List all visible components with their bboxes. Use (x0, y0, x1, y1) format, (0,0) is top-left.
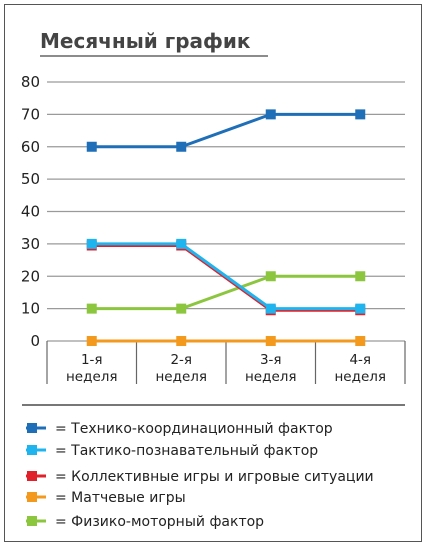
data-point (176, 336, 187, 346)
x-tick-label: неделя (245, 369, 297, 385)
legend-marker (27, 423, 37, 433)
legend-label: = Матчевые игры (55, 490, 186, 506)
y-tick-label: 50 (21, 170, 40, 188)
legend: = Технико-координационный фактор = Тактик… (26, 421, 374, 530)
data-point (265, 336, 276, 346)
y-tick-label: 10 (21, 300, 40, 318)
series-group (86, 109, 366, 346)
data-point (355, 271, 366, 282)
data-point (86, 303, 97, 314)
x-tick-label: 2-я (170, 352, 192, 368)
legend-marker (27, 492, 37, 502)
data-point (86, 141, 97, 152)
x-tick-label: неделя (334, 369, 386, 385)
x-tick-label: неделя (155, 369, 207, 385)
x-tick-label: 4-я (349, 352, 371, 368)
x-tick-label: 1-я (81, 352, 103, 368)
y-tick-label: 70 (21, 105, 40, 123)
legend-label: = Технико-координационный фактор (55, 421, 333, 437)
y-tick-label: 80 (21, 73, 40, 91)
y-tick-label: 0 (30, 332, 40, 350)
chart-frame (4, 4, 422, 542)
data-point (86, 336, 97, 346)
x-tick-label: неделя (66, 369, 118, 385)
data-point (265, 109, 276, 120)
y-tick-label: 60 (21, 138, 40, 156)
y-tick-label: 40 (21, 203, 40, 221)
data-point (355, 336, 366, 346)
data-point (176, 238, 187, 249)
data-point (176, 303, 187, 314)
data-point (355, 109, 366, 120)
data-point (355, 303, 366, 314)
legend-label: = Физико-моторный фактор (55, 514, 264, 530)
series-line (91, 112, 361, 149)
series-line (91, 274, 361, 311)
chart-title: Месячный график (40, 29, 251, 53)
legend-label: = Коллективные игры и игровые ситуации (55, 469, 374, 485)
data-point (265, 271, 276, 282)
y-axis-ticks: 0 10 20 30 40 50 60 70 80 (21, 73, 40, 350)
x-tick-label: 3-я (260, 352, 282, 368)
data-point (86, 238, 97, 249)
legend-marker (27, 471, 37, 481)
data-point (265, 303, 276, 314)
series-line (91, 242, 361, 311)
grid (47, 81, 405, 342)
y-tick-label: 30 (21, 235, 40, 253)
data-point (176, 141, 187, 152)
legend-marker (27, 516, 37, 526)
legend-label: = Тактико-познавательный фактор (55, 443, 318, 459)
y-tick-label: 20 (21, 267, 40, 285)
legend-marker (27, 445, 37, 455)
